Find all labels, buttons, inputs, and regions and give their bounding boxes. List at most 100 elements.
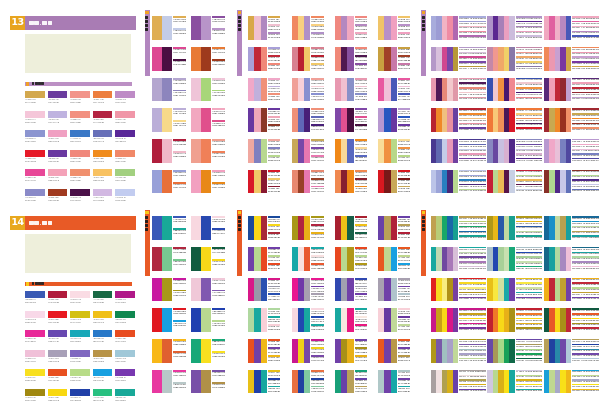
- combo-block[interactable]: [498, 247, 504, 271]
- combo-block[interactable]: [260, 108, 267, 133]
- combo-block[interactable]: [248, 369, 255, 394]
- combo-block[interactable]: [436, 277, 442, 302]
- combo-block[interactable]: [260, 308, 267, 333]
- combo-block[interactable]: [452, 139, 458, 163]
- combo-block[interactable]: [447, 247, 453, 271]
- combo-block[interactable]: [436, 77, 442, 102]
- swatch-color[interactable]: [92, 149, 113, 157]
- combo-block[interactable]: [390, 247, 397, 271]
- swatch-color[interactable]: [115, 110, 135, 118]
- combo-block[interactable]: [543, 277, 549, 302]
- combo-block[interactable]: [390, 169, 397, 194]
- combo-block[interactable]: [436, 108, 442, 133]
- combo-block[interactable]: [441, 216, 447, 240]
- combo-block[interactable]: [191, 369, 202, 394]
- combo-block[interactable]: [152, 108, 163, 133]
- combo-block[interactable]: [549, 339, 555, 363]
- combo-block[interactable]: [390, 139, 397, 163]
- combo-block[interactable]: [560, 139, 566, 163]
- combo-block[interactable]: [447, 108, 453, 133]
- combo-block[interactable]: [441, 169, 447, 194]
- combo-block[interactable]: [334, 216, 342, 240]
- combo-block[interactable]: [201, 247, 212, 271]
- combo-block[interactable]: [436, 16, 442, 40]
- swatch-color[interactable]: [92, 369, 113, 377]
- combo-block[interactable]: [291, 277, 298, 302]
- combo-block[interactable]: [452, 108, 458, 133]
- swatch-color[interactable]: [25, 149, 45, 157]
- combo-block[interactable]: [560, 369, 566, 394]
- combo-block[interactable]: [543, 47, 549, 71]
- swatch-color[interactable]: [25, 169, 45, 177]
- combo-block[interactable]: [304, 139, 311, 163]
- combo-block[interactable]: [549, 16, 555, 40]
- combo-block[interactable]: [565, 47, 571, 71]
- combo-block[interactable]: [560, 77, 566, 102]
- combo-block[interactable]: [390, 308, 397, 333]
- combo-block[interactable]: [191, 77, 202, 102]
- combo-block[interactable]: [152, 77, 163, 102]
- combo-block[interactable]: [554, 108, 560, 133]
- combo-block[interactable]: [334, 339, 342, 363]
- combo-block[interactable]: [297, 169, 304, 194]
- combo-block[interactable]: [297, 339, 304, 363]
- combo-block[interactable]: [297, 369, 304, 394]
- combo-block[interactable]: [430, 77, 436, 102]
- combo-block[interactable]: [430, 139, 436, 163]
- combo-block[interactable]: [492, 139, 498, 163]
- combo-block[interactable]: [201, 277, 212, 302]
- combo-block[interactable]: [549, 77, 555, 102]
- swatch-color[interactable]: [70, 130, 90, 138]
- combo-block[interactable]: [492, 369, 498, 394]
- combo-block[interactable]: [334, 308, 342, 333]
- combo-block[interactable]: [492, 277, 498, 302]
- combo-block[interactable]: [384, 169, 391, 194]
- combo-block[interactable]: [436, 47, 442, 71]
- combo-block[interactable]: [441, 247, 447, 271]
- combo-block[interactable]: [503, 77, 509, 102]
- combo-block[interactable]: [441, 16, 447, 40]
- combo-block[interactable]: [152, 247, 163, 271]
- swatch-color[interactable]: [47, 149, 68, 157]
- combo-block[interactable]: [452, 339, 458, 363]
- combo-block[interactable]: [297, 308, 304, 333]
- combo-block[interactable]: [560, 108, 566, 133]
- combo-block[interactable]: [503, 16, 509, 40]
- combo-block[interactable]: [162, 247, 173, 271]
- combo-block[interactable]: [430, 108, 436, 133]
- combo-block[interactable]: [498, 77, 504, 102]
- combo-block[interactable]: [565, 139, 571, 163]
- combo-block[interactable]: [441, 308, 447, 333]
- combo-block[interactable]: [297, 139, 304, 163]
- combo-block[interactable]: [304, 47, 311, 71]
- swatch-color[interactable]: [115, 349, 135, 357]
- combo-block[interactable]: [503, 247, 509, 271]
- swatch-color[interactable]: [92, 330, 113, 338]
- combo-block[interactable]: [152, 16, 163, 40]
- combo-block[interactable]: [347, 339, 354, 363]
- combo-block[interactable]: [304, 339, 311, 363]
- combo-block[interactable]: [487, 339, 493, 363]
- combo-block[interactable]: [260, 277, 267, 302]
- combo-block[interactable]: [260, 369, 267, 394]
- combo-block[interactable]: [304, 77, 311, 102]
- combo-block[interactable]: [503, 339, 509, 363]
- combo-block[interactable]: [334, 16, 342, 40]
- swatch-color[interactable]: [47, 388, 68, 396]
- combo-block[interactable]: [341, 47, 348, 71]
- swatch-color[interactable]: [92, 169, 113, 177]
- combo-block[interactable]: [191, 108, 202, 133]
- combo-block[interactable]: [543, 339, 549, 363]
- swatch-color[interactable]: [70, 169, 90, 177]
- combo-block[interactable]: [347, 16, 354, 40]
- combo-block[interactable]: [543, 216, 549, 240]
- combo-block[interactable]: [447, 139, 453, 163]
- combo-block[interactable]: [384, 108, 391, 133]
- combo-block[interactable]: [248, 169, 255, 194]
- combo-block[interactable]: [297, 16, 304, 40]
- combo-block[interactable]: [378, 247, 385, 271]
- combo-block[interactable]: [503, 216, 509, 240]
- combo-block[interactable]: [152, 169, 163, 194]
- combo-block[interactable]: [191, 16, 202, 40]
- combo-block[interactable]: [152, 47, 163, 71]
